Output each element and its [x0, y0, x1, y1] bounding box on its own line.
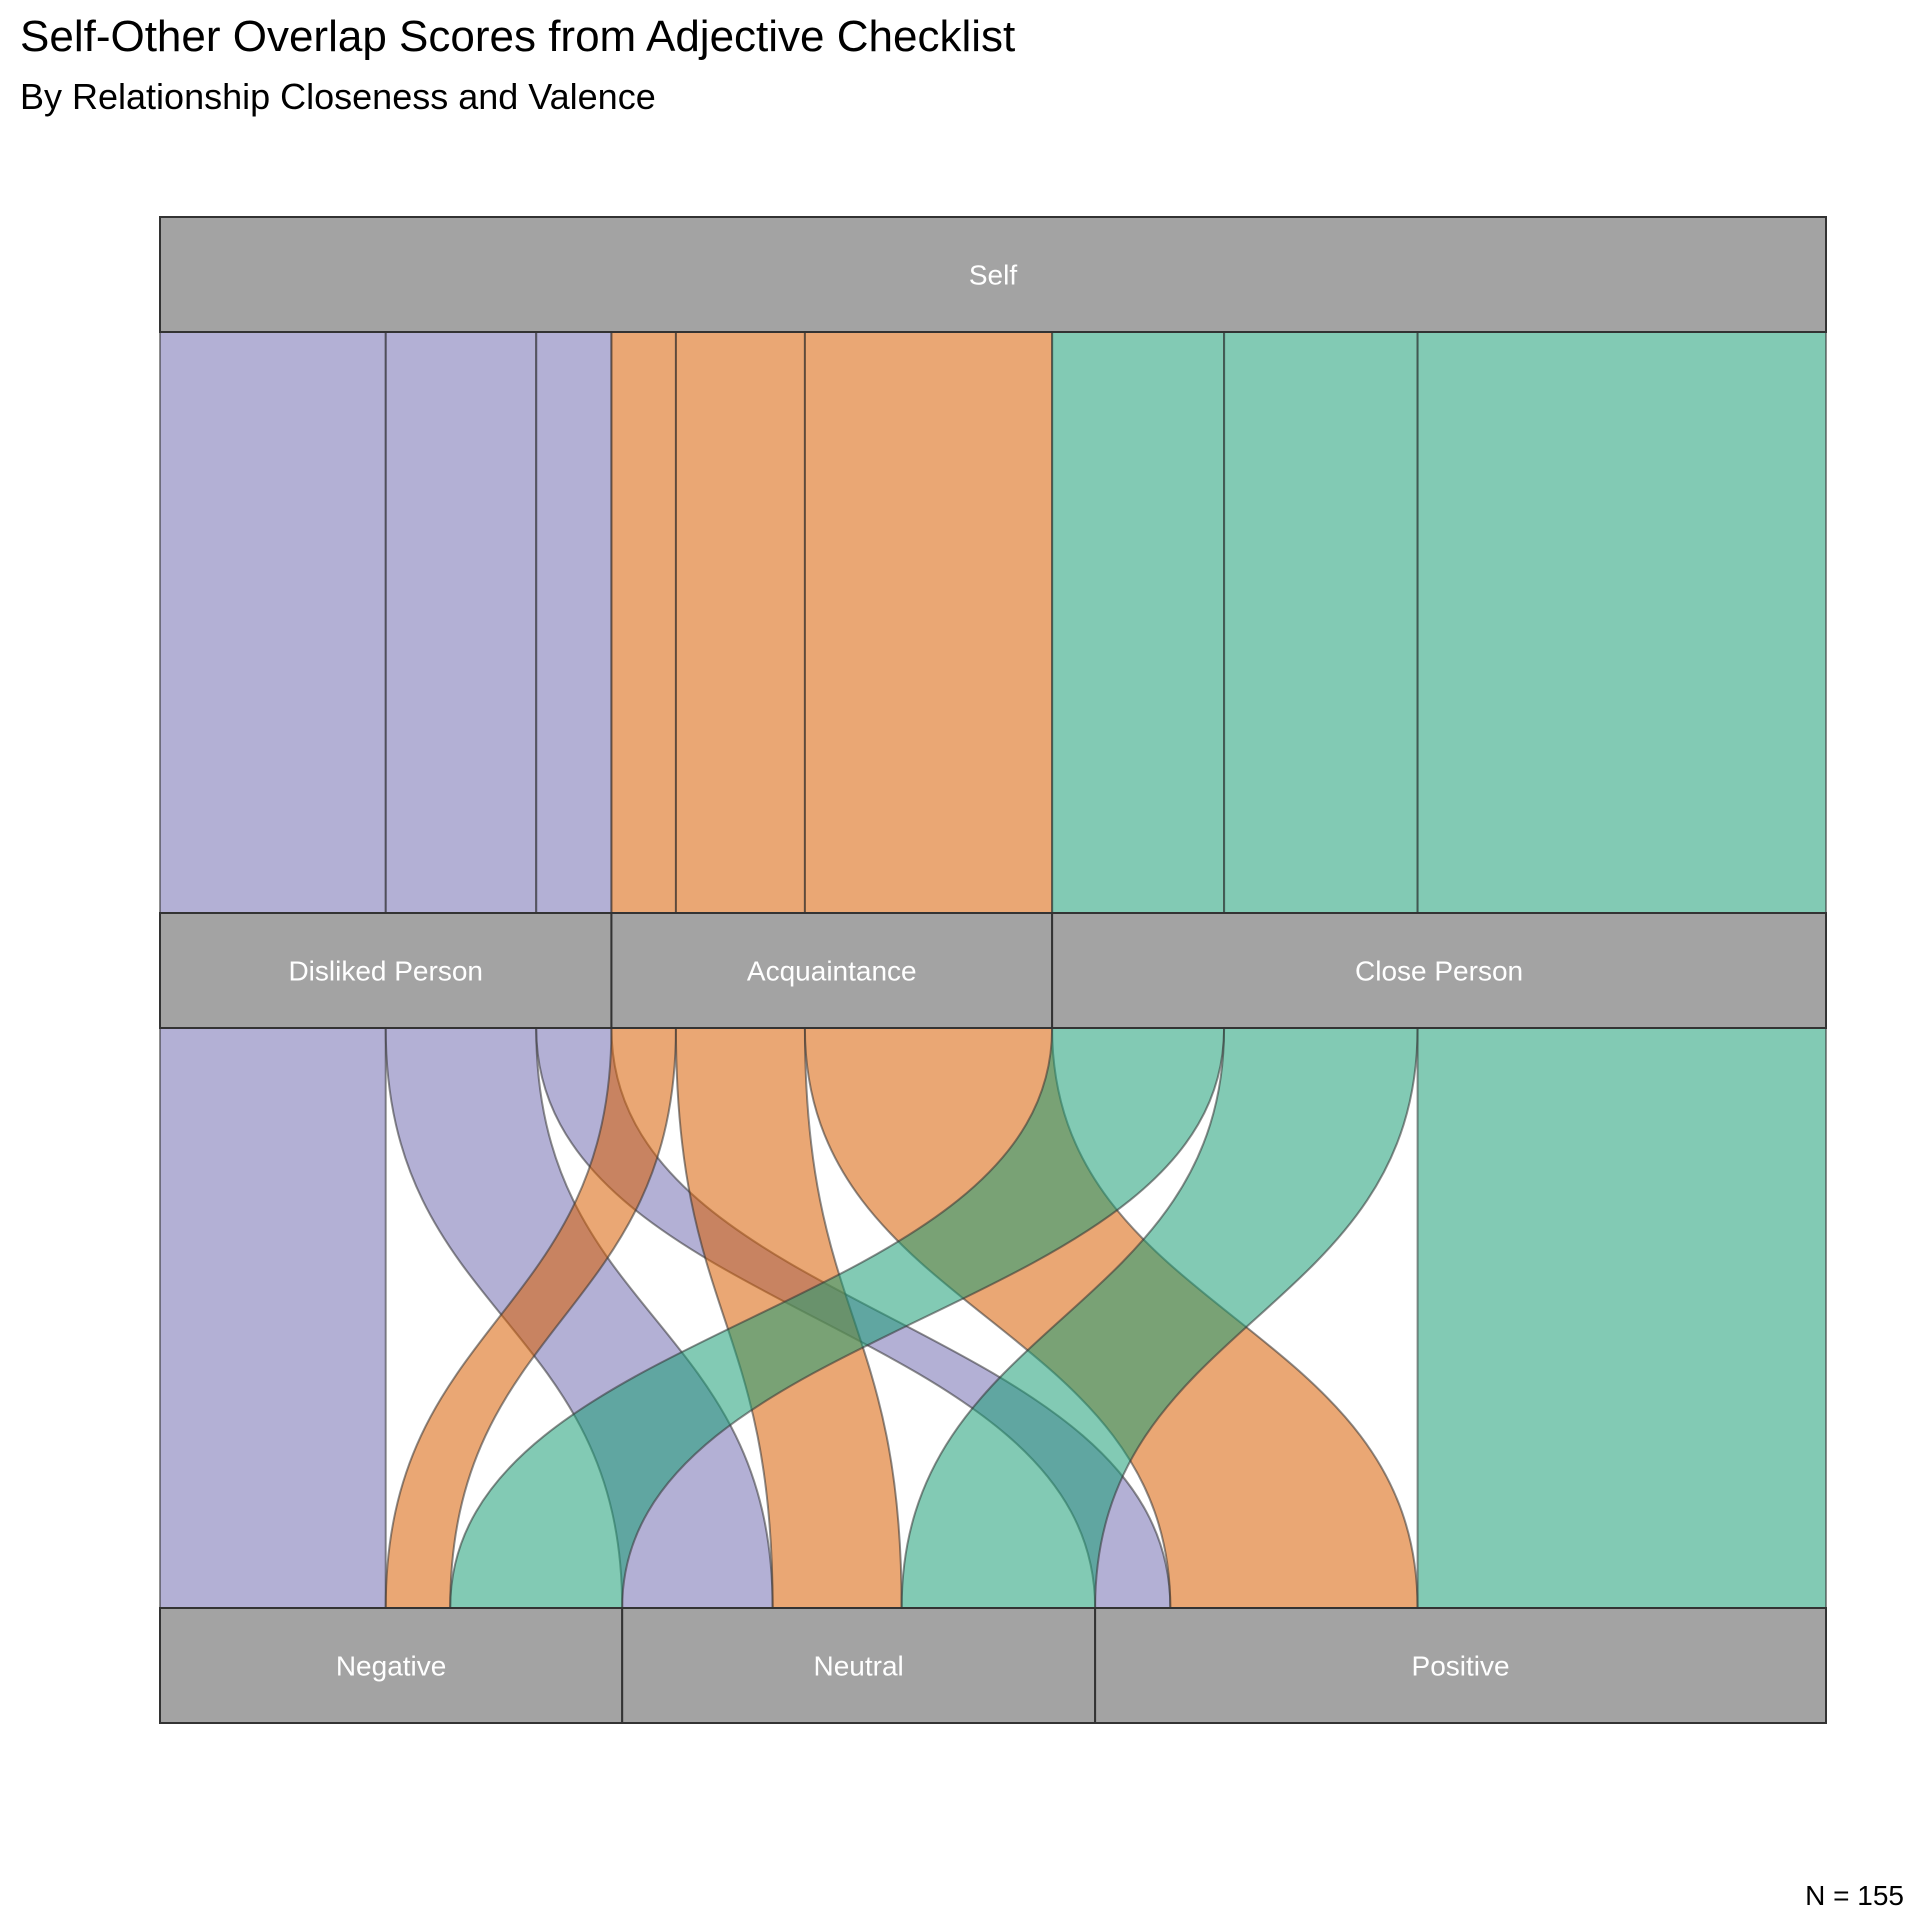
node-close-person-label: Close Person [1355, 956, 1523, 987]
node-neutral-box [621, 1607, 1097, 1724]
flow-self-acquaintance-neutral [674, 331, 806, 914]
chart-subtitle: By Relationship Closeness and Valence [20, 76, 656, 117]
flow-self-acquaintance-negative [610, 331, 677, 914]
node-close-person: Close Person [1051, 912, 1827, 1029]
node-self: Self [159, 216, 1827, 333]
flow-self-disliked-person-positive [535, 331, 613, 914]
node-acquaintance-box [610, 912, 1054, 1029]
node-acquaintance: Acquaintance [610, 912, 1054, 1029]
node-positive-label: Positive [1412, 1651, 1510, 1682]
node-negative-box [159, 1607, 624, 1724]
flow-close-person-to-positive [1416, 1027, 1828, 1609]
flow-self-acquaintance-positive [803, 331, 1054, 914]
flow-disliked-person-to-negative [158, 1027, 387, 1609]
chart-title: Self-Other Overlap Scores from Adjective… [20, 12, 1016, 61]
node-disliked-person: Disliked Person [159, 912, 613, 1029]
node-disliked-person-label: Disliked Person [288, 956, 483, 987]
node-negative: Negative [159, 1607, 624, 1724]
node-positive-box [1094, 1607, 1827, 1724]
node-self-box [159, 216, 1827, 333]
node-acquaintance-label: Acquaintance [747, 956, 917, 987]
flow-self-close-person-positive [1416, 331, 1827, 914]
node-self-label: Self [969, 260, 1017, 291]
sample-size-caption: N = 155 [1805, 1880, 1904, 1911]
nodes: Self Disliked Person Acquaintance Close Per… [159, 216, 1827, 1724]
node-positive: Positive [1094, 1607, 1827, 1724]
flow-self-disliked-person-negative [159, 331, 387, 914]
node-close-person-box [1051, 912, 1827, 1029]
node-neutral-label: Neutral [814, 1651, 904, 1682]
flow-self-disliked-person-neutral [384, 331, 538, 914]
flow-self-close-person-neutral [1223, 331, 1419, 914]
flows [158, 331, 1828, 1609]
flow-self-close-person-negative [1051, 331, 1226, 914]
node-neutral: Neutral [621, 1607, 1097, 1724]
node-negative-label: Negative [336, 1651, 447, 1682]
